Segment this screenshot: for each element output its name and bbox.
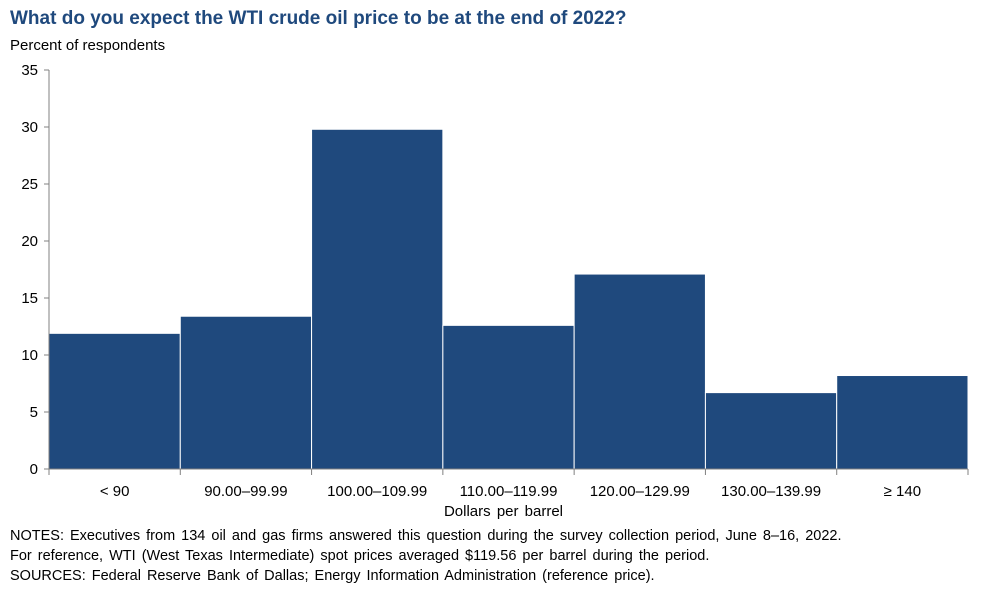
notes-line: NOTES: Executives from 134 oil and gas f… — [10, 528, 842, 544]
y-tick-label-10: 10 — [21, 347, 38, 364]
bar-chart: 0 5 10 15 20 25 30 35 < 90 90.00–99.99 100.00–109.… — [21, 62, 969, 520]
chart-title: What do you expect the WTI crude oil pri… — [10, 8, 627, 29]
y-tick-label-35: 35 — [21, 62, 38, 79]
x-tick-label-0: < 90 — [100, 483, 130, 500]
chart-notes: NOTES: Executives from 134 oil and gas f… — [10, 526, 842, 586]
y-tick-label-30: 30 — [21, 119, 38, 136]
y-tick-label-0: 0 — [30, 461, 38, 478]
bar-6 — [836, 375, 969, 470]
x-tick-label-1: 90.00–99.99 — [204, 483, 287, 500]
x-tick-label-2: 100.00–109.99 — [327, 483, 427, 500]
y-tick-label-5: 5 — [30, 404, 38, 421]
bar-5 — [704, 392, 838, 470]
x-tick-label-3: 110.00–119.99 — [460, 483, 558, 500]
notes-line-reference: For reference, WTI (West Texas Intermedi… — [10, 548, 710, 564]
x-tick-label-6: ≥ 140 — [884, 483, 921, 500]
y-tick-label-15: 15 — [21, 290, 38, 307]
bar-3 — [442, 324, 575, 470]
sources-line: SOURCES: Federal Reserve Bank of Dallas;… — [10, 568, 655, 584]
bar-2 — [311, 128, 444, 470]
x-tick-label-5: 130.00–139.99 — [721, 483, 821, 500]
x-axis-label: Dollars per barrel — [444, 503, 563, 520]
bar-4 — [573, 273, 706, 470]
y-axis-label: Percent of respondents — [10, 37, 166, 54]
bar-0 — [48, 332, 181, 470]
bar-1 — [179, 315, 313, 470]
y-tick-label-25: 25 — [21, 176, 38, 193]
x-tick-label-4: 120.00–129.99 — [590, 483, 690, 500]
y-tick-label-20: 20 — [21, 233, 38, 250]
